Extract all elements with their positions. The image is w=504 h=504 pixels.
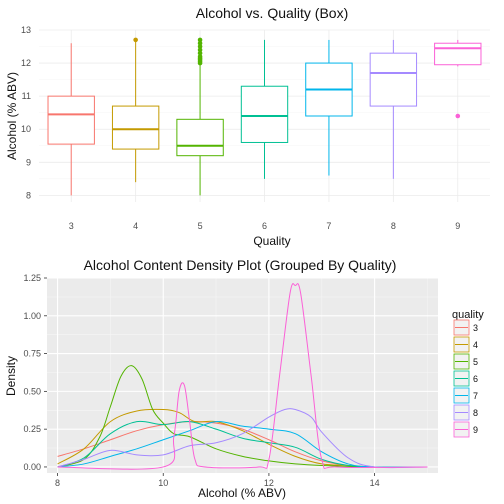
density-y-tick-label: 0.50: [23, 386, 41, 396]
box-outlier-point: [197, 47, 203, 53]
legend-label: 3: [473, 323, 478, 333]
box-x-tick-label: 3: [69, 221, 74, 231]
box-iqr: [47, 95, 95, 145]
box-x-axis-title: Quality: [253, 234, 290, 248]
box-outlier-point: [197, 37, 203, 43]
box-y-tick-label: 13: [21, 25, 31, 35]
box-x-axis: 3 4 5 6 7 8 9: [69, 221, 461, 231]
density-x-tick-label: 14: [370, 478, 380, 488]
box-y-tick-label: 9: [26, 157, 31, 167]
legend-label: 4: [473, 340, 478, 350]
box-y-tick-label: 10: [21, 124, 31, 134]
legend-title: quality: [452, 309, 484, 321]
box-x-tick-label: 5: [198, 221, 203, 231]
box-y-tick-label: 11: [22, 91, 31, 101]
box-x-tick-label: 6: [262, 221, 267, 231]
box-marks: [47, 37, 482, 196]
density-y-tick-label: 0.25: [23, 424, 41, 434]
box-y-tick-label: 12: [21, 58, 31, 68]
density-y-tick-label: 0.75: [23, 349, 41, 359]
box-outlier-point: [197, 54, 203, 59]
box-y-axis: 8 9 10 11 12 13: [21, 25, 31, 200]
density-y-axis: 0.00 0.25 0.50 0.75 1.00 1.25: [23, 273, 47, 472]
density-x-tick-label: 10: [158, 478, 168, 488]
box-y-tick-label: 8: [26, 190, 31, 200]
density-y-tick-label: 0.00: [23, 462, 41, 472]
legend-label: 8: [473, 408, 478, 418]
box-outlier-point: [133, 37, 138, 43]
density-x-tick-label: 8: [55, 478, 60, 488]
density-x-axis-title: Alcohol (% ABV): [198, 486, 286, 500]
legend-label: 7: [473, 391, 478, 401]
density-x-axis: 8 10 12 14: [55, 473, 380, 488]
density-y-axis-title: Density: [4, 356, 18, 396]
density-line-quality-7: [57, 421, 428, 468]
box-x-tick-label: 8: [391, 221, 396, 231]
legend-label: 5: [473, 357, 478, 367]
density-plot-panel: [47, 278, 438, 473]
density-series-lines: [57, 283, 428, 470]
box-iqr: [176, 118, 224, 157]
box-outlier-point: [197, 44, 203, 49]
density-y-tick-label: 1.25: [23, 273, 41, 283]
density-line-quality-9: [57, 283, 428, 470]
density-chart-title: Alcohol Content Density Plot (Grouped By…: [84, 257, 397, 273]
density-line-quality-8: [57, 408, 428, 469]
box-iqr: [434, 42, 482, 66]
box-outlier-point: [197, 50, 203, 56]
box-iqr: [240, 85, 289, 143]
box-chart-title: Alcohol vs. Quality (Box): [196, 5, 349, 21]
density-line-quality-5: [57, 365, 428, 468]
box-outlier-point: [455, 113, 461, 119]
density-y-tick-label: 1.00: [23, 311, 41, 321]
legend-label: 6: [473, 374, 478, 384]
box-x-tick-label: 4: [133, 221, 138, 231]
density-x-tick-label: 12: [264, 478, 274, 488]
box-x-tick-label: 9: [455, 221, 460, 231]
density-gridlines: [47, 277, 438, 473]
legend-label: 9: [473, 425, 478, 435]
box-iqr: [111, 105, 160, 150]
box-y-axis-title: Alcohol (% ABV): [5, 72, 19, 160]
density-line-quality-6: [57, 420, 428, 468]
legend: 3 4 5 6 7 8 9: [453, 319, 478, 438]
box-x-tick-label: 7: [326, 221, 331, 231]
box-iqr: [369, 52, 418, 107]
box-outlier-point: [197, 40, 203, 46]
